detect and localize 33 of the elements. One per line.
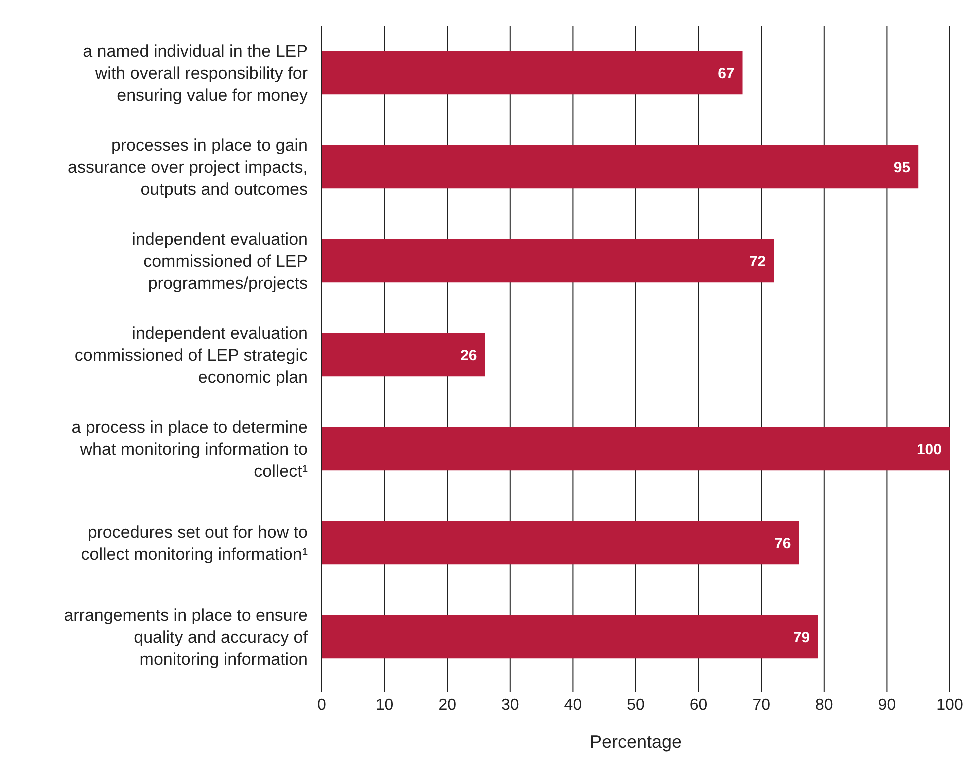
y-tick-label: processes in place to gain assurance over project impacts, outputs and outcomes (68, 136, 308, 199)
y-tick-label: independent evaluation commissioned of LEP programmes/projects (132, 230, 308, 293)
bar (322, 333, 486, 377)
bar (322, 145, 919, 189)
x-tick-label: 20 (438, 697, 457, 714)
x-axis-title: Percentage (590, 732, 682, 752)
x-tick-label: 60 (690, 697, 708, 714)
bar (322, 615, 818, 659)
bar (322, 427, 950, 471)
x-tick-label: 80 (816, 697, 834, 714)
y-tick-label: arrangements in place to ensure quality and accuracy of monitoring information (64, 606, 308, 669)
y-tick-label: independent evaluation commissioned of LEP strategic economic plan (74, 324, 308, 387)
x-tick-label: 10 (376, 697, 394, 714)
x-tick-label: 90 (878, 697, 896, 714)
bar (322, 521, 800, 565)
y-tick-label: a named individual in the LEP with overall responsibility for ensuring value for money (83, 42, 308, 105)
data-label: 26 (460, 347, 478, 364)
x-tick-label: 100 (936, 697, 964, 714)
data-label: 72 (749, 253, 766, 270)
y-tick-label: a process in place to determine what monitoring information to collect¹ (72, 418, 308, 481)
data-label: 100 (916, 441, 942, 458)
data-label: 95 (894, 159, 911, 176)
data-label: 67 (718, 65, 735, 82)
y-tick-label: procedures set out for how to collect monitoring information¹ (81, 522, 308, 564)
data-label: 76 (774, 535, 792, 552)
data-label: 79 (793, 629, 810, 646)
x-tick-label: 30 (502, 697, 520, 714)
bar (322, 239, 774, 283)
x-tick-label: 70 (752, 697, 771, 714)
x-tick-label: 40 (564, 697, 582, 714)
bar (322, 51, 743, 95)
x-tick-label: 0 (318, 697, 327, 714)
x-tick-label: 50 (627, 697, 645, 714)
